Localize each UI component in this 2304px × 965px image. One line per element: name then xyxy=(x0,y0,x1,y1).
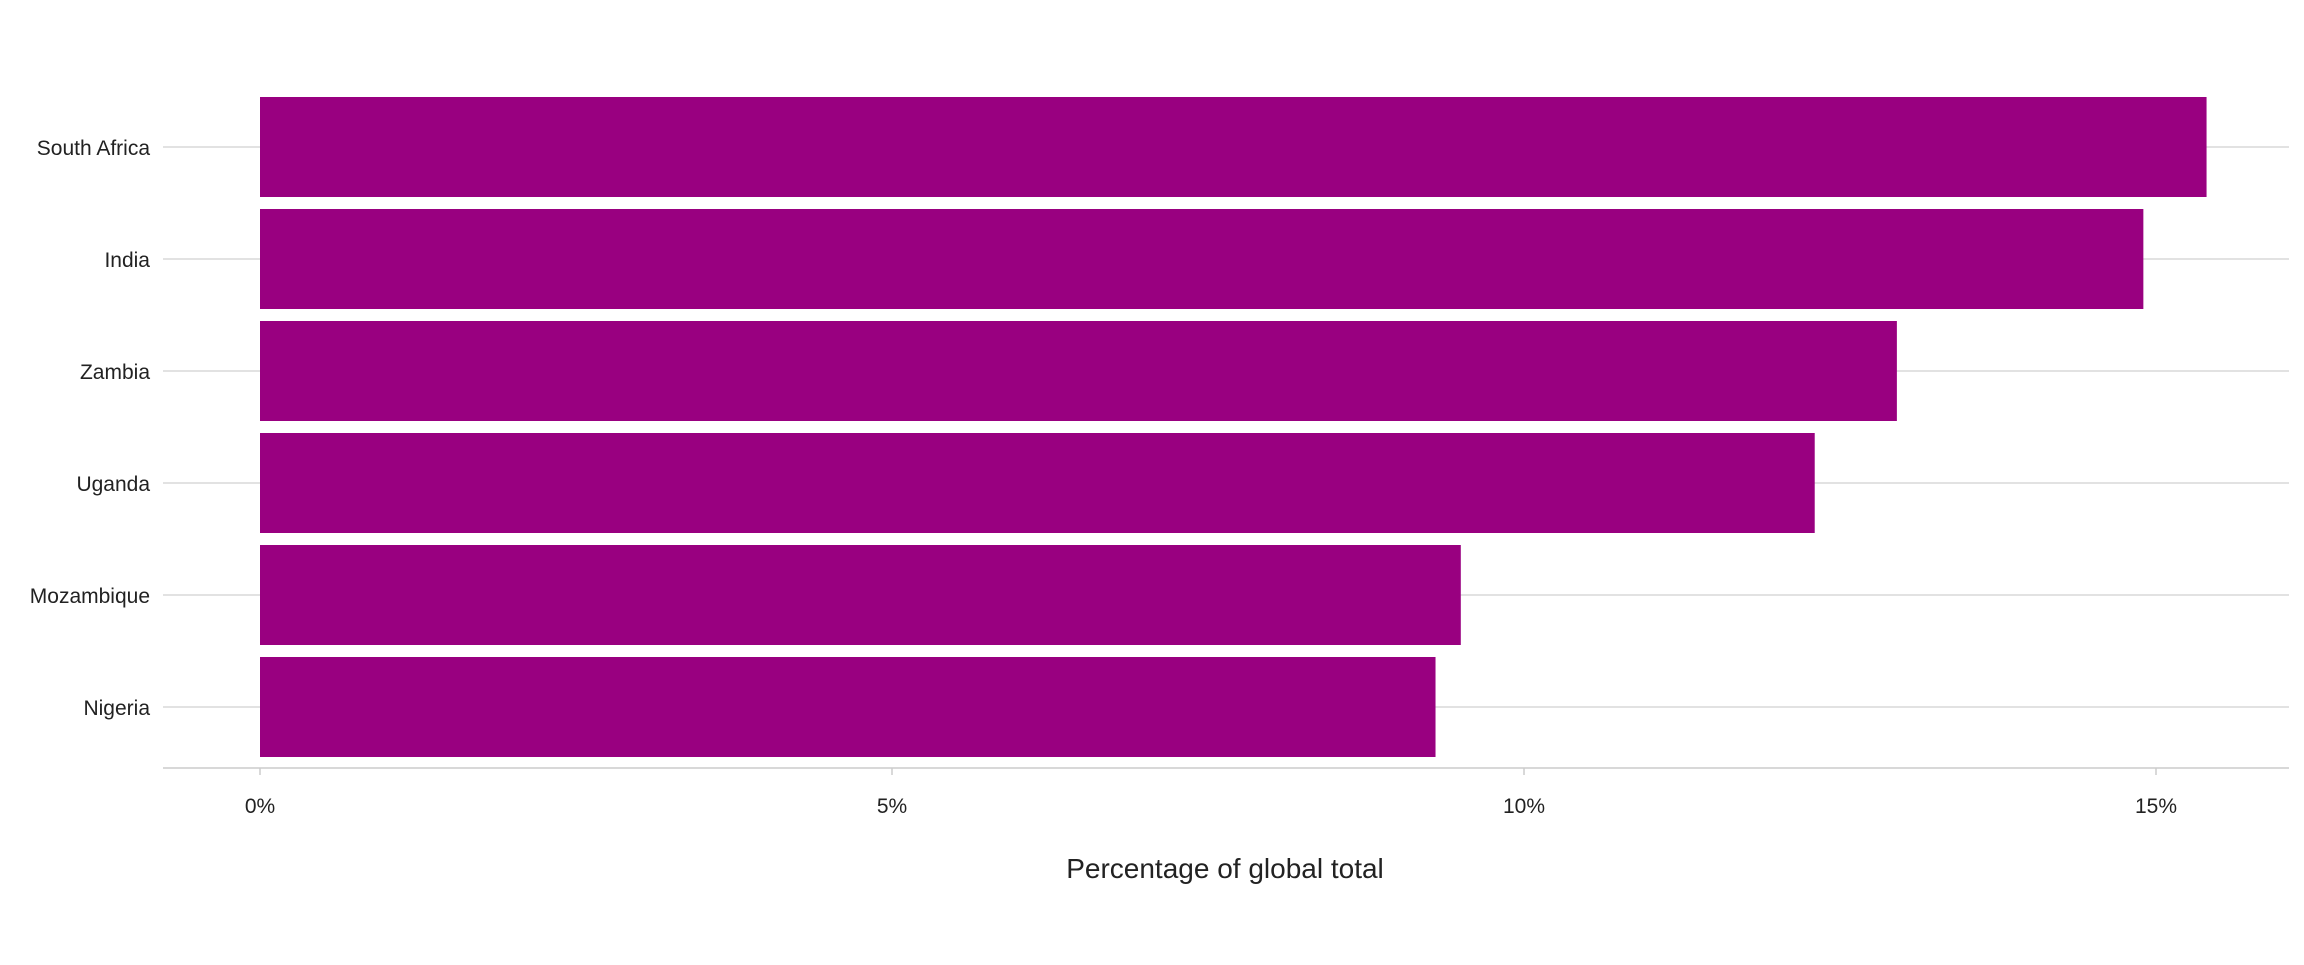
y-tick-label: Uganda xyxy=(76,473,150,496)
bar-mozambique xyxy=(260,545,1461,645)
x-axis-ticks: 0% 5% 10% 15% xyxy=(245,768,2177,818)
bars xyxy=(260,97,2207,757)
x-tick-label: 5% xyxy=(877,795,907,818)
y-tick-label: India xyxy=(104,249,150,272)
y-tick-label: South Africa xyxy=(37,137,151,160)
y-tick-label: Nigeria xyxy=(83,697,150,720)
y-tick-label: Mozambique xyxy=(30,585,150,608)
y-axis-labels: South Africa India Zambia Uganda Mozambique N… xyxy=(30,137,151,720)
bar-zambia xyxy=(260,321,1897,421)
x-tick-label: 10% xyxy=(1503,795,1545,818)
bar-south-africa xyxy=(260,97,2207,197)
bar-nigeria xyxy=(260,657,1436,757)
bar-uganda xyxy=(260,433,1815,533)
x-tick-label: 15% xyxy=(2135,795,2177,818)
bar-india xyxy=(260,209,2144,309)
y-tick-label: Zambia xyxy=(80,361,150,384)
x-axis-title: Percentage of global total xyxy=(1066,853,1384,884)
x-tick-label: 0% xyxy=(245,795,275,818)
